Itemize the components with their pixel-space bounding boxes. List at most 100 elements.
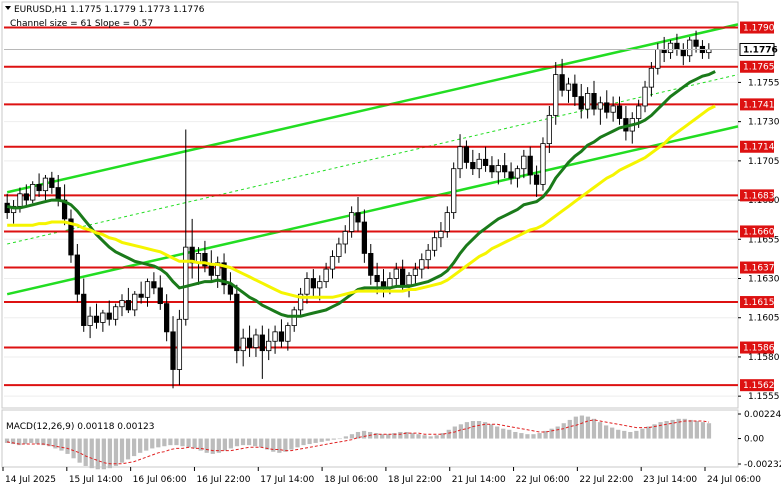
macd-histogram-bar [144, 438, 149, 451]
candle-body [100, 312, 106, 323]
macd-histogram-bar [585, 416, 591, 439]
macd-histogram-bar [525, 434, 530, 439]
candle-body [317, 281, 323, 289]
macd-histogram-bar [416, 434, 421, 439]
macd-histogram-bar [470, 421, 476, 439]
macd-histogram-bar [694, 421, 699, 439]
candle-body [584, 93, 591, 110]
macd-histogram-bar [107, 438, 113, 469]
macd-histogram-bar [253, 438, 258, 447]
price-tick-label: 1.1730 [748, 118, 780, 128]
candle-body [144, 281, 151, 298]
candle-body [591, 93, 597, 110]
price-panel-frame [1, 1, 739, 409]
candle-body [687, 39, 693, 57]
time-tick-label: 16 Jul 22:00 [196, 475, 250, 485]
price-tick-label: 1.1655 [748, 235, 780, 245]
candle-body [183, 246, 189, 320]
macd-histogram-bar [265, 438, 270, 450]
candle-body [361, 221, 368, 254]
macd-histogram-bar [17, 438, 22, 446]
candle-body [151, 281, 157, 289]
candle-body [400, 268, 406, 286]
level-badge [740, 140, 774, 153]
candle-body [355, 212, 361, 223]
macd-indicator: 0.00224 0.00 -0.00232 [4, 410, 781, 470]
macd-histogram-bar [597, 422, 603, 439]
macd-histogram-bar [228, 438, 234, 449]
macd-histogram-bar [610, 427, 615, 439]
macd-histogram-bar [234, 438, 240, 447]
macd-histogram-bar [555, 426, 560, 439]
macd-histogram-bar [198, 438, 203, 451]
time-tick-label: 14 Jul 2025 [5, 475, 56, 485]
level-label: 1.1586 [743, 344, 775, 354]
candle-body [42, 177, 49, 192]
level-label: 1.1765 [743, 63, 775, 73]
time-tick-label: 24 Jul 06:00 [707, 475, 761, 485]
candle-body [655, 49, 661, 69]
candle-body [451, 168, 457, 214]
candle-body [444, 212, 450, 232]
time-tick-label: 15 Jul 14:00 [69, 475, 123, 485]
macd-histogram-bar [706, 423, 712, 439]
macd-histogram-bar [325, 438, 330, 441]
candle-body [176, 318, 183, 370]
candle-body [23, 193, 29, 201]
candle-body [285, 325, 291, 342]
macd-histogram-bar [392, 433, 397, 439]
macd-histogram-bar [101, 438, 106, 470]
trend-channel [6, 23, 739, 296]
candle-body [259, 334, 265, 352]
macd-histogram-bar [119, 438, 125, 463]
macd-histogram-bar [210, 438, 215, 454]
moving-averages [6, 70, 716, 318]
level-badge [740, 189, 774, 202]
moving-average-line-2 [7, 104, 716, 299]
level-label: 1.1562 [743, 381, 775, 391]
price-tick-label: 1.1605 [748, 314, 780, 324]
macd-histogram-bar [150, 438, 155, 449]
candle-body [93, 315, 100, 323]
macd-histogram-bar [138, 438, 143, 453]
candle-body [234, 293, 240, 352]
channel-lower-line [6, 125, 739, 296]
macd-histogram-bar [47, 438, 52, 447]
channel-mid-line [7, 74, 739, 245]
macd-histogram-bar [259, 438, 264, 448]
candle-body [604, 102, 610, 113]
candle-body [342, 231, 348, 245]
candle-body [470, 162, 476, 170]
macd-histogram-bar [65, 438, 70, 454]
macd-histogram-bar [71, 438, 76, 459]
macd-histogram-bar [23, 438, 28, 445]
candlesticks [4, 30, 712, 389]
macd-histogram-bar [331, 438, 336, 440]
macd-histogram-bar [131, 438, 137, 457]
candle-body [419, 259, 425, 270]
macd-histogram-bar [676, 418, 681, 439]
candle-body [81, 293, 87, 326]
candle-body [508, 171, 514, 179]
current-price-label: 1.1776 [743, 45, 778, 55]
candle-body [138, 293, 144, 298]
candle-body [406, 274, 412, 286]
candle-body [272, 331, 278, 342]
level-label: 1.1660 [743, 227, 775, 237]
collapse-triangle-icon[interactable] [5, 6, 11, 10]
candle-body [533, 174, 540, 185]
candle-body [489, 165, 495, 173]
current-price-badge [739, 42, 775, 56]
candle-body [310, 278, 316, 289]
macd-histogram-bar [343, 436, 349, 439]
macd-histogram-bar [537, 433, 542, 439]
macd-histogram-bar [513, 431, 518, 439]
level-badge [740, 98, 774, 111]
candle-body [597, 102, 604, 110]
candle-body [106, 312, 112, 320]
level-badge [740, 341, 774, 354]
level-labels: 1.17901.17651.17411.17141.16831.16601.16… [4, 21, 778, 392]
candle-body [132, 293, 138, 311]
level-badge [740, 379, 774, 392]
